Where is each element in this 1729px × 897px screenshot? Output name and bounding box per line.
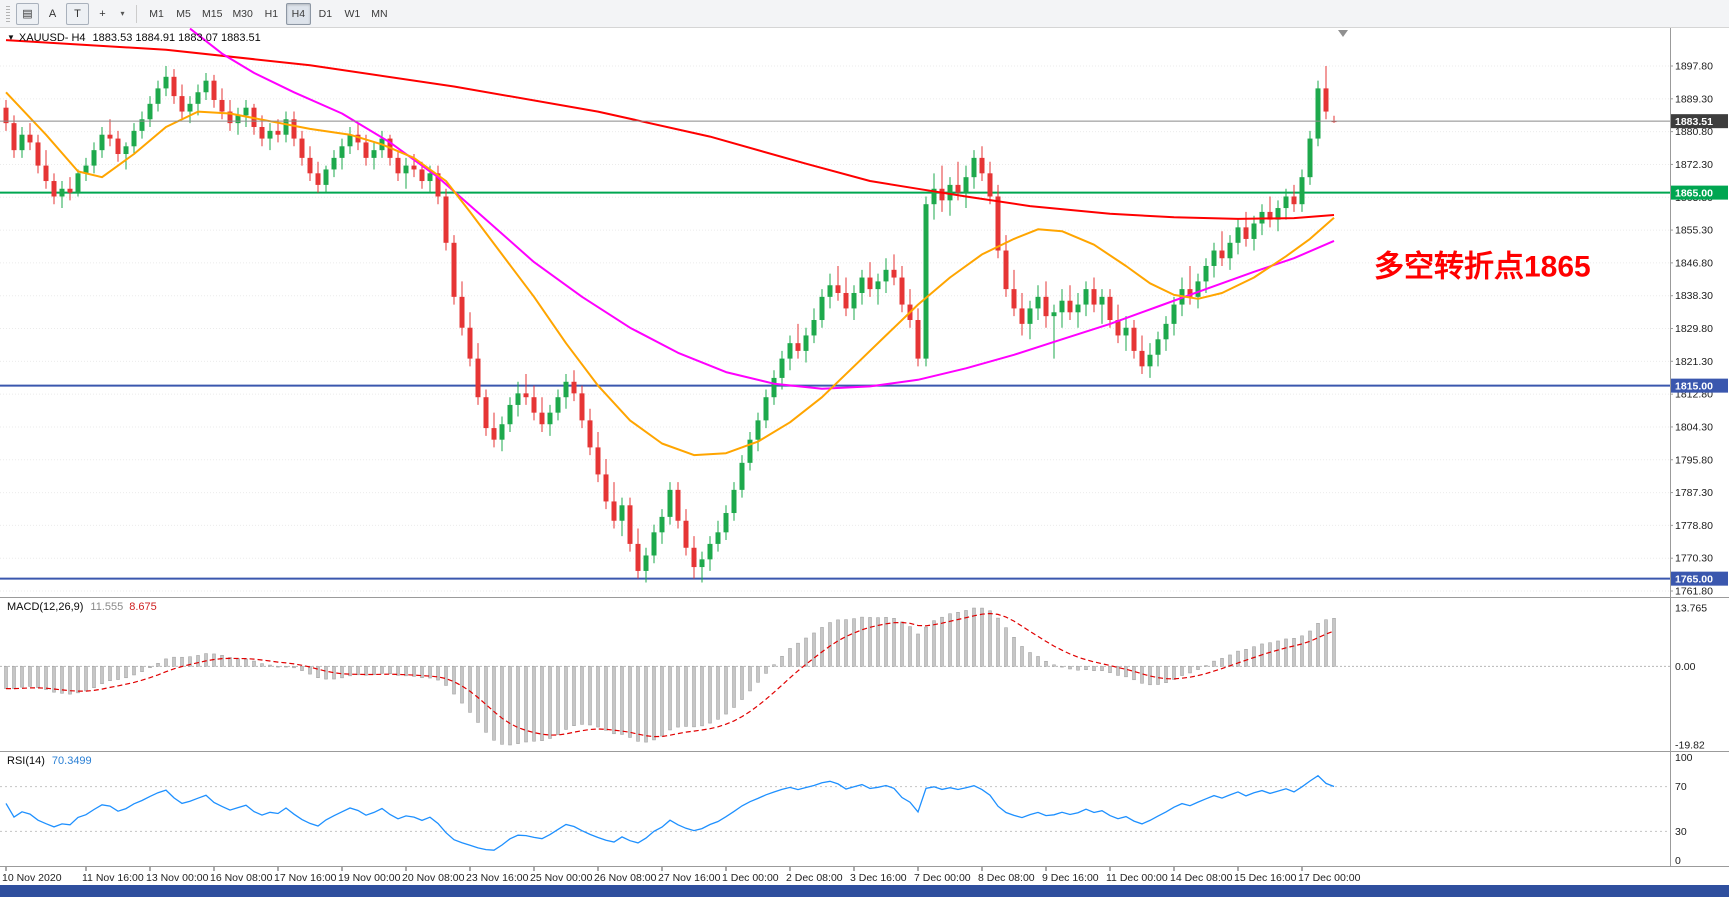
chart-title-bar: ▼ XAUUSD- H4 1883.53 1884.91 1883.07 1883.…	[7, 32, 261, 44]
price-axis[interactable]: 1897.801889.301880.801872.301863.801855.…	[1670, 28, 1728, 867]
ma-fast-orange	[5, 91, 1335, 457]
toolbar-separator	[136, 4, 137, 23]
svg-text:15 Dec 16:00: 15 Dec 16:00	[1234, 872, 1297, 884]
svg-text:19 Nov 00:00: 19 Nov 00:00	[338, 872, 401, 884]
svg-text:25 Nov 00:00: 25 Nov 00:00	[530, 872, 593, 884]
svg-text:27 Nov 16:00: 27 Nov 16:00	[658, 872, 721, 884]
timeframe-button-m1[interactable]: M1	[144, 3, 169, 25]
timeframe-button-m15[interactable]: M15	[198, 3, 226, 25]
svg-text:9 Dec 16:00: 9 Dec 16:00	[1042, 872, 1099, 884]
svg-text:1880.80: 1880.80	[1675, 126, 1713, 138]
svg-text:1815.00: 1815.00	[1675, 380, 1713, 392]
svg-text:1872.30: 1872.30	[1675, 159, 1713, 171]
svg-text:13 Nov 00:00: 13 Nov 00:00	[146, 872, 209, 884]
svg-text:1761.80: 1761.80	[1675, 586, 1713, 598]
chart-ohlc-values: 1883.53 1884.91 1883.07 1883.51	[92, 32, 261, 44]
svg-text:-19.82: -19.82	[1675, 740, 1705, 752]
svg-text:17 Nov 16:00: 17 Nov 16:00	[274, 872, 337, 884]
timeframe-button-h1[interactable]: H1	[259, 3, 284, 25]
chart-window-icon[interactable]: ▤	[16, 2, 39, 25]
timeframe-button-h4[interactable]: H4	[285, 2, 311, 25]
cursor-a-tool-button[interactable]: A	[41, 3, 64, 25]
bottom-strip	[0, 885, 1729, 897]
svg-text:1865.00: 1865.00	[1675, 187, 1713, 199]
svg-text:1787.30: 1787.30	[1675, 487, 1713, 499]
macd-axis[interactable]: 13.765 0.00 -19.82	[1675, 603, 1707, 752]
svg-text:1770.30: 1770.30	[1675, 553, 1713, 565]
svg-text:7 Dec 00:00: 7 Dec 00:00	[914, 872, 971, 884]
rsi-line	[5, 774, 1335, 851]
svg-text:23 Nov 16:00: 23 Nov 16:00	[466, 872, 529, 884]
svg-text:2 Dec 08:00: 2 Dec 08:00	[786, 872, 843, 884]
toolbar-grip[interactable]	[6, 5, 10, 22]
macd-name: MACD(12,26,9)	[7, 601, 84, 613]
svg-text:3 Dec 16:00: 3 Dec 16:00	[850, 872, 907, 884]
svg-text:1855.30: 1855.30	[1675, 225, 1713, 237]
timeframe-button-group: M1 M5 M15 M30 H1 H4 D1 W1 MN	[143, 2, 393, 25]
text-tool-button[interactable]: T	[66, 2, 89, 25]
tools-dropdown-caret-icon[interactable]: ▾	[116, 3, 129, 25]
collapse-triangle-icon[interactable]: ▼	[7, 33, 15, 42]
rsi-value: 70.3499	[51, 755, 92, 767]
svg-text:10 Nov 2020: 10 Nov 2020	[2, 872, 62, 884]
svg-text:26 Nov 08:00: 26 Nov 08:00	[594, 872, 657, 884]
svg-text:0.00: 0.00	[1675, 661, 1696, 673]
svg-text:20 Nov 08:00: 20 Nov 08:00	[402, 872, 465, 884]
ma-slow-red	[5, 39, 1335, 220]
svg-text:1804.30: 1804.30	[1675, 421, 1713, 433]
svg-text:1897.80: 1897.80	[1675, 61, 1713, 73]
svg-text:1795.80: 1795.80	[1675, 454, 1713, 466]
macd-signal-line	[6, 612, 1335, 738]
svg-text:1765.00: 1765.00	[1675, 573, 1713, 585]
macd-indicator-label: MACD(12,26,9) 11.555 8.675	[7, 601, 157, 613]
candles	[3, 66, 1337, 583]
rsi-axis[interactable]: 100 70 30 0	[1675, 752, 1693, 867]
svg-text:1883.51: 1883.51	[1675, 116, 1713, 128]
svg-text:13.765: 13.765	[1675, 603, 1707, 615]
rsi-indicator-label: RSI(14) 70.3499	[7, 755, 92, 767]
timeframe-button-w1[interactable]: W1	[340, 3, 365, 25]
svg-text:16 Nov 08:00: 16 Nov 08:00	[210, 872, 273, 884]
svg-text:1889.30: 1889.30	[1675, 93, 1713, 105]
timeframe-button-d1[interactable]: D1	[313, 3, 338, 25]
chart-shift-marker[interactable]	[1338, 30, 1348, 37]
svg-text:17 Dec 00:00: 17 Dec 00:00	[1298, 872, 1361, 884]
svg-text:30: 30	[1675, 826, 1687, 838]
ma-medium-magenta	[189, 27, 1335, 390]
svg-text:0: 0	[1675, 855, 1681, 867]
panel-separators[interactable]	[0, 597, 1729, 867]
macd-histogram	[4, 607, 1336, 746]
toolbar: ▤ A T + ▾ M1 M5 M15 M30 H1 H4 D1 W1 MN	[0, 0, 1729, 28]
timeframe-button-m5[interactable]: M5	[171, 3, 196, 25]
crosshair-tool-button[interactable]: +	[91, 3, 114, 25]
price-grid	[0, 65, 1670, 592]
svg-text:14 Dec 08:00: 14 Dec 08:00	[1170, 872, 1233, 884]
svg-text:70: 70	[1675, 781, 1687, 793]
svg-text:100: 100	[1675, 752, 1693, 764]
svg-text:1829.80: 1829.80	[1675, 323, 1713, 335]
macd-signal-value: 8.675	[129, 601, 157, 613]
svg-text:11 Nov 16:00: 11 Nov 16:00	[82, 872, 144, 884]
timeframe-button-mn[interactable]: MN	[367, 3, 392, 25]
chart-annotation: 多空转折点1865	[1374, 251, 1591, 284]
moving-averages	[5, 27, 1335, 457]
chart-symbol-period: XAUUSD- H4	[18, 32, 86, 44]
timeframe-button-m30[interactable]: M30	[228, 3, 256, 25]
svg-text:11 Dec 00:00: 11 Dec 00:00	[1106, 872, 1168, 884]
rsi-levels	[0, 786, 1670, 832]
svg-text:1 Dec 00:00: 1 Dec 00:00	[722, 872, 779, 884]
macd-main-value: 11.555	[90, 601, 124, 613]
time-axis[interactable]: 10 Nov 2020 11 Nov 16:00 13 Nov 00:00 16 No…	[2, 867, 1361, 884]
svg-text:1821.30: 1821.30	[1675, 356, 1713, 368]
svg-text:1838.30: 1838.30	[1675, 290, 1713, 302]
svg-text:1846.80: 1846.80	[1675, 257, 1713, 269]
svg-text:1778.80: 1778.80	[1675, 520, 1713, 532]
rsi-name: RSI(14)	[7, 755, 45, 767]
svg-text:8 Dec 08:00: 8 Dec 08:00	[978, 872, 1035, 884]
